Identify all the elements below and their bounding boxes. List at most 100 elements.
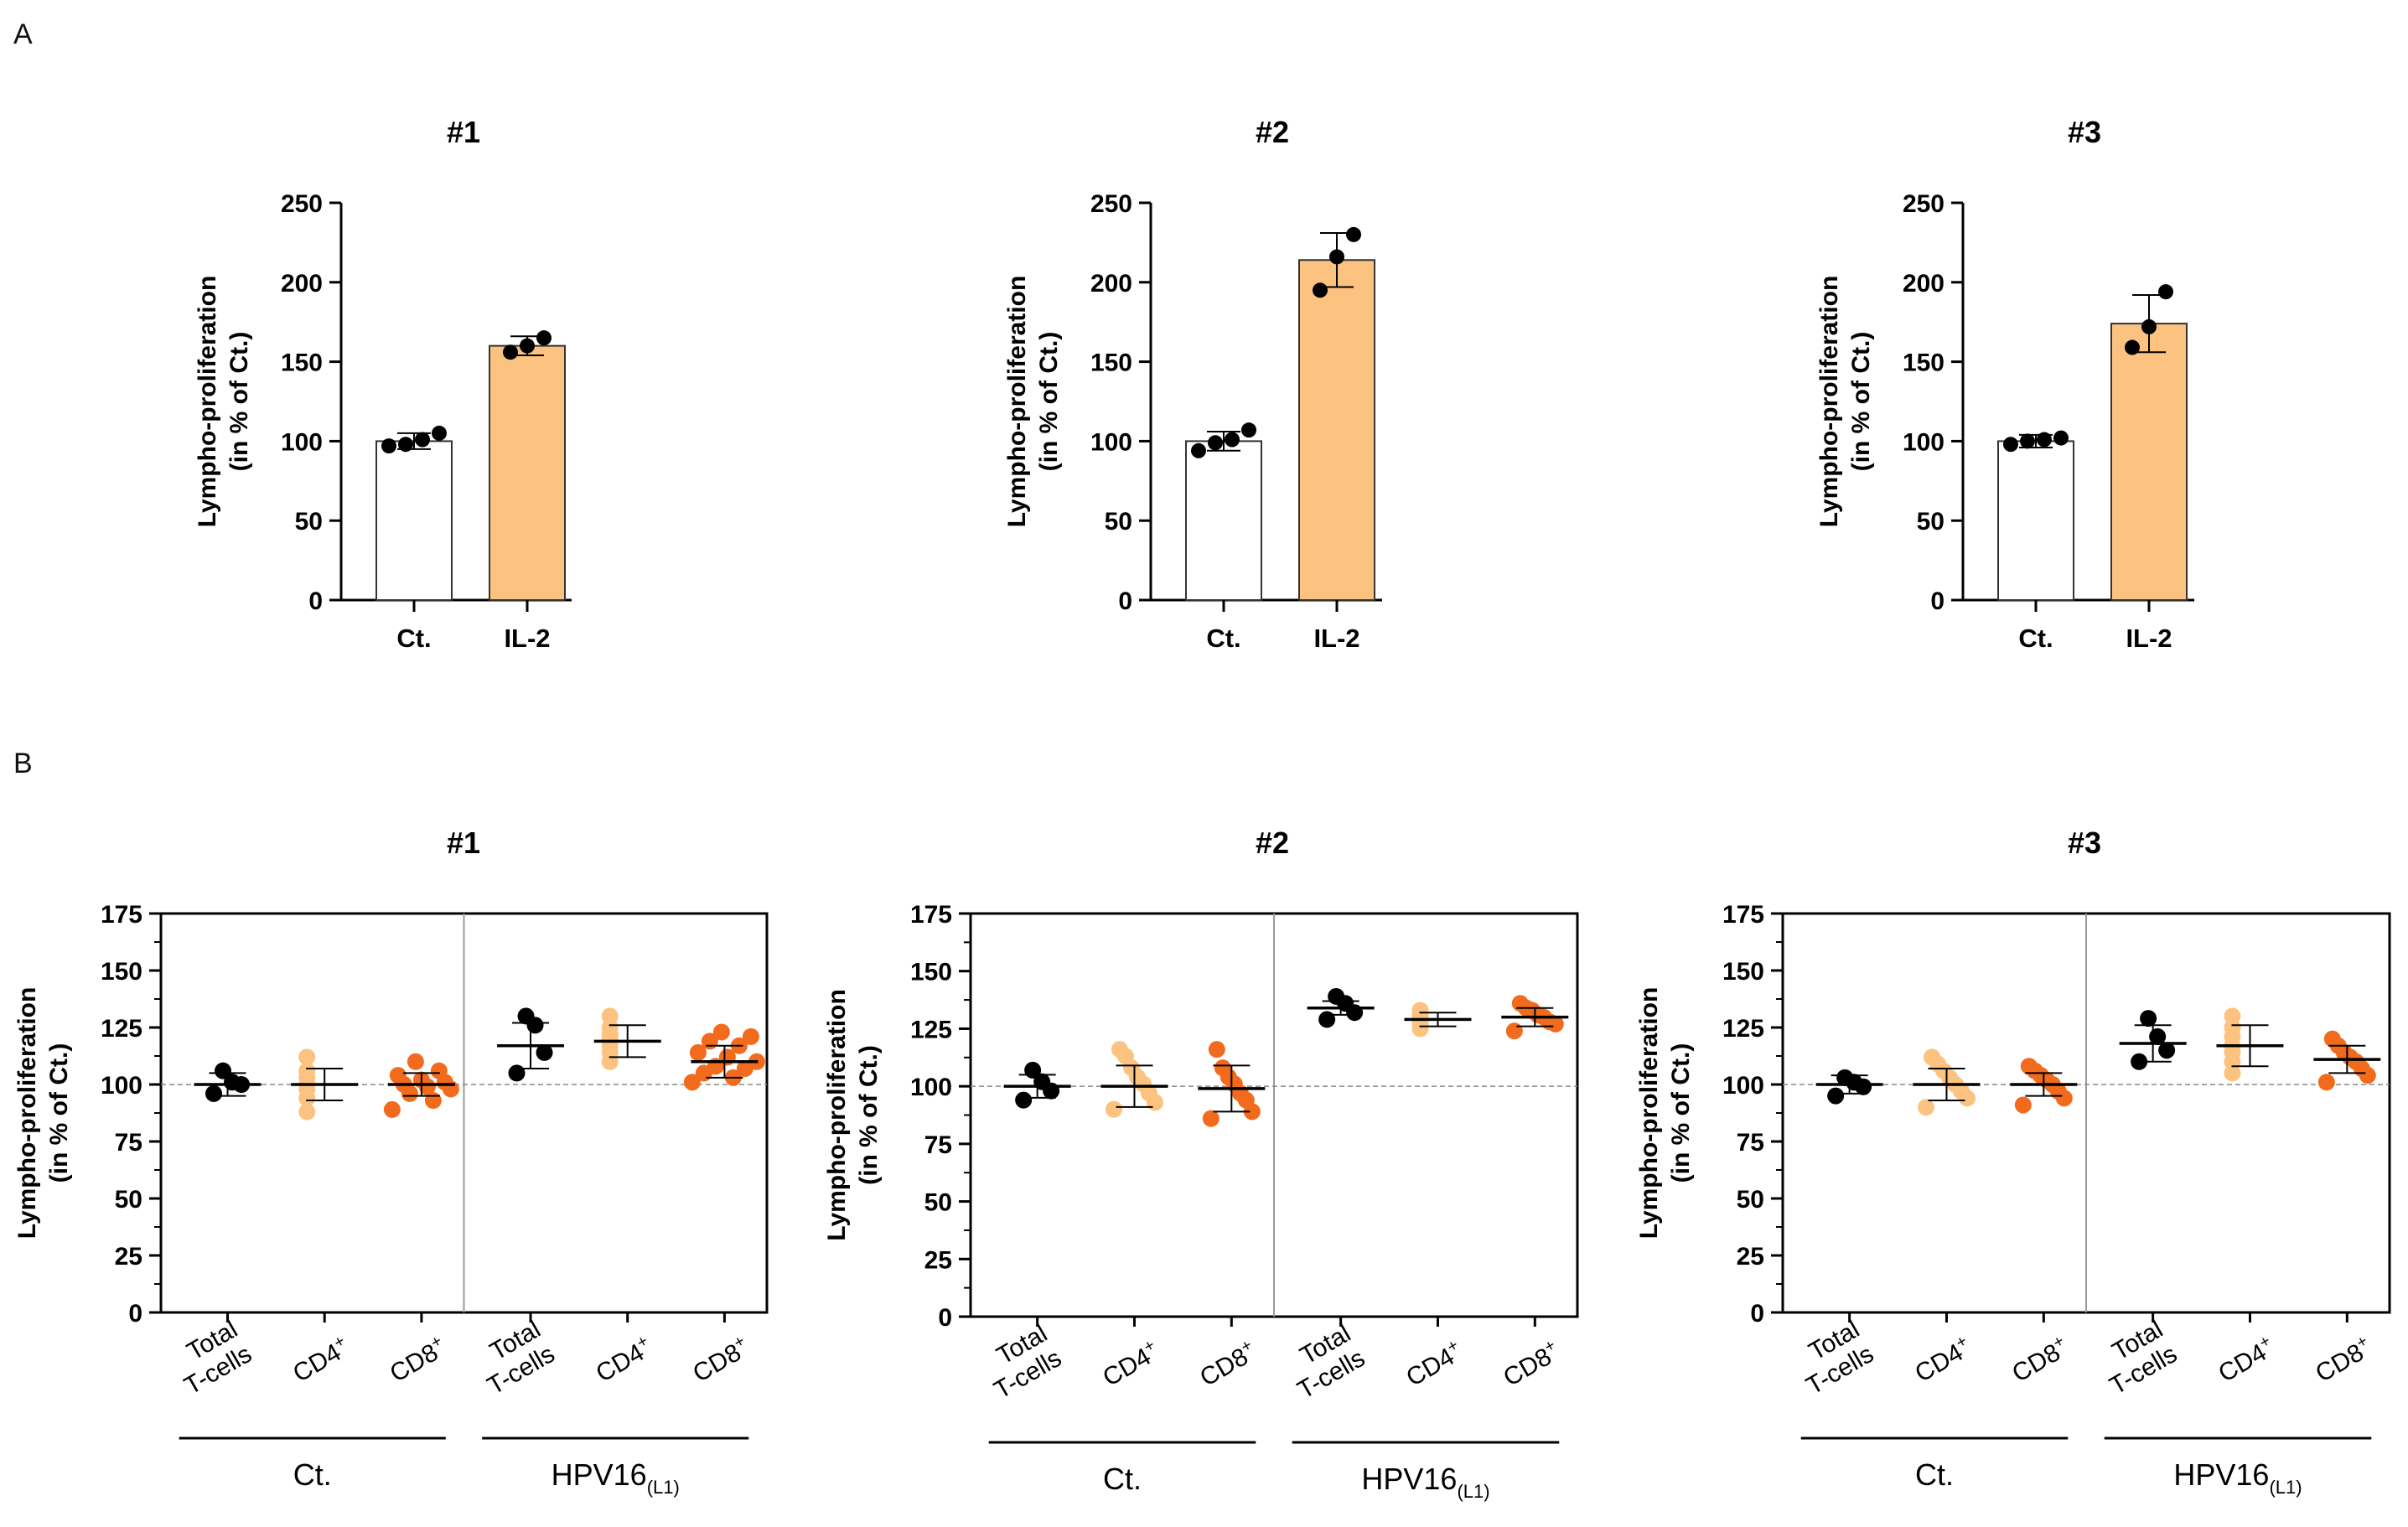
data-point [2125, 339, 2140, 355]
data-point [503, 344, 518, 360]
data-point [2141, 318, 2157, 334]
x-tick-label: IL-2 [1313, 624, 1359, 653]
y-axis-label-line1: Lympho-proliferation [13, 987, 41, 1240]
x-tick-label: TotalT-cells [1788, 1315, 1879, 1400]
x-tick-label: CD4+ [287, 1332, 355, 1388]
x-tick-label: Ct. [1206, 624, 1240, 653]
bar-ct [1185, 440, 1262, 602]
data-point [1241, 422, 1256, 438]
data-point [1208, 1041, 1225, 1059]
group-label-text: HPV16 [1361, 1462, 1457, 1496]
data-point [1923, 1048, 1940, 1066]
series-cd8--2: CD8+ [2007, 1058, 2078, 1388]
data-point [430, 1062, 448, 1079]
y-tick-label: 100 [1090, 428, 1132, 456]
x-tick-label: CD8+ [1194, 1336, 1261, 1392]
data-point [520, 338, 535, 354]
y-axis-label-line1: Lympho-proliferation [1815, 276, 1843, 528]
data-point [1411, 1002, 1429, 1019]
data-point [1346, 226, 1361, 242]
x-tick-label: TotalT-cells [1279, 1319, 1370, 1404]
data-point [1313, 282, 1328, 298]
y-axis-label-line1: Lympho-proliferation [1635, 987, 1663, 1240]
bar-ct [1997, 440, 2074, 602]
x-tick-label: CD8+ [687, 1332, 754, 1388]
x-tick-label: CD4+ [590, 1332, 657, 1388]
y-axis-label-line2: (in % of Ct.) [1847, 332, 1875, 472]
y-axis-label: Lympho-proliferation (in % of Ct.) [1635, 987, 1695, 1240]
y-tick-label: 250 [1903, 190, 1945, 218]
x-tick-label: IL-2 [504, 624, 550, 653]
data-point [1202, 1110, 1220, 1127]
y-axis-label: Lympho-proliferation (in % of Ct.) [1003, 276, 1063, 528]
series-total-t-cells-0: TotalT-cells [1788, 1069, 1883, 1400]
data-point [1111, 1041, 1128, 1059]
series-total-t-cells-3: TotalT-cells [1279, 987, 1375, 1405]
data-point [712, 1023, 730, 1041]
data-point [298, 1062, 316, 1079]
series-cd8--2: CD8+ [1194, 1041, 1266, 1392]
group-label: HPV16(L1) [2173, 1457, 2302, 1498]
chart-b-3: #3 Lympho-proliferation (in % of Ct.) 0 25 50… [1635, 826, 2391, 1498]
y-axis-label: Lympho-proliferation (in % of Ct.) [823, 989, 883, 1241]
data-point [1917, 1099, 1934, 1116]
x-tick-label: CD4+ [1909, 1332, 1976, 1388]
x-tick-label: IL-2 [2126, 624, 2172, 653]
x-tick-label: CD4+ [2213, 1332, 2280, 1388]
bar-il2 [1298, 259, 1375, 601]
data-point [215, 1062, 232, 1079]
x-tick-label: TotalT-cells [469, 1315, 560, 1400]
y-tick-label: 100 [1903, 428, 1945, 456]
data-point [2020, 433, 2035, 449]
series-cd4--4: CD4+ [2213, 1007, 2284, 1388]
y-tick-label: 125 [1722, 1015, 1764, 1043]
y-tick-label: 175 [910, 901, 952, 929]
series-cd4--4: CD4+ [590, 1007, 661, 1388]
y-tick-label: 50 [115, 1186, 142, 1214]
chart-title: #3 [2068, 826, 2101, 860]
data-point [1318, 1011, 1336, 1028]
y-tick-label: 250 [281, 190, 323, 218]
data-point [1329, 249, 1344, 265]
data-point [381, 438, 396, 454]
y-tick-label: 0 [1750, 1300, 1764, 1328]
y-tick-label: 50 [295, 508, 323, 536]
data-point [2317, 1074, 2335, 1091]
group-label: HPV16(L1) [1361, 1462, 1489, 1502]
y-tick-label: 0 [1930, 588, 1945, 615]
data-point [2053, 430, 2069, 446]
y-axis-label-line1: Lympho-proliferation [823, 989, 851, 1241]
data-point [1191, 443, 1206, 458]
group-label-sub: (L1) [2269, 1477, 2302, 1498]
data-point [298, 1048, 316, 1066]
x-tick-label: Ct. [396, 624, 431, 653]
group-label-text: Ct. [1915, 1457, 1954, 1492]
series-total-t-cells-3: TotalT-cells [469, 1007, 565, 1400]
series-cd8--2: CD8+ [383, 1053, 459, 1388]
data-point [1511, 995, 1529, 1012]
y-tick-label: 100 [1722, 1072, 1764, 1100]
chart-a-1: #1 Lympho-proliferation (in % of Ct.) 0 50 10… [194, 115, 572, 653]
x-tick-label: TotalT-cells [2091, 1315, 2183, 1400]
y-tick-label: 150 [1722, 958, 1764, 986]
series-cd4--4: CD4+ [1401, 1002, 1472, 1392]
x-tick-label: CD4+ [1097, 1336, 1164, 1392]
data-point [601, 1007, 619, 1025]
y-tick-label: 150 [281, 349, 323, 377]
x-tick-label: Ct. [2018, 624, 2053, 653]
data-point [1024, 1061, 1042, 1079]
y-tick-label: 100 [910, 1074, 952, 1101]
y-tick-label: 0 [1118, 588, 1132, 615]
y-tick-label: 50 [924, 1189, 952, 1217]
y-tick-label: 175 [101, 901, 142, 929]
group-label-text: HPV16 [2173, 1457, 2269, 1492]
bar-ct [375, 440, 453, 602]
y-tick-label: 175 [1722, 901, 1764, 929]
y-tick-label: 150 [101, 958, 142, 986]
y-tick-label: 150 [910, 959, 952, 986]
group-label-text: Ct. [293, 1457, 332, 1492]
chart-a-2: #2 Lympho-proliferation (in % of Ct.) 0 50 10… [1003, 115, 1382, 653]
data-point [415, 432, 430, 448]
data-point [2037, 432, 2052, 448]
